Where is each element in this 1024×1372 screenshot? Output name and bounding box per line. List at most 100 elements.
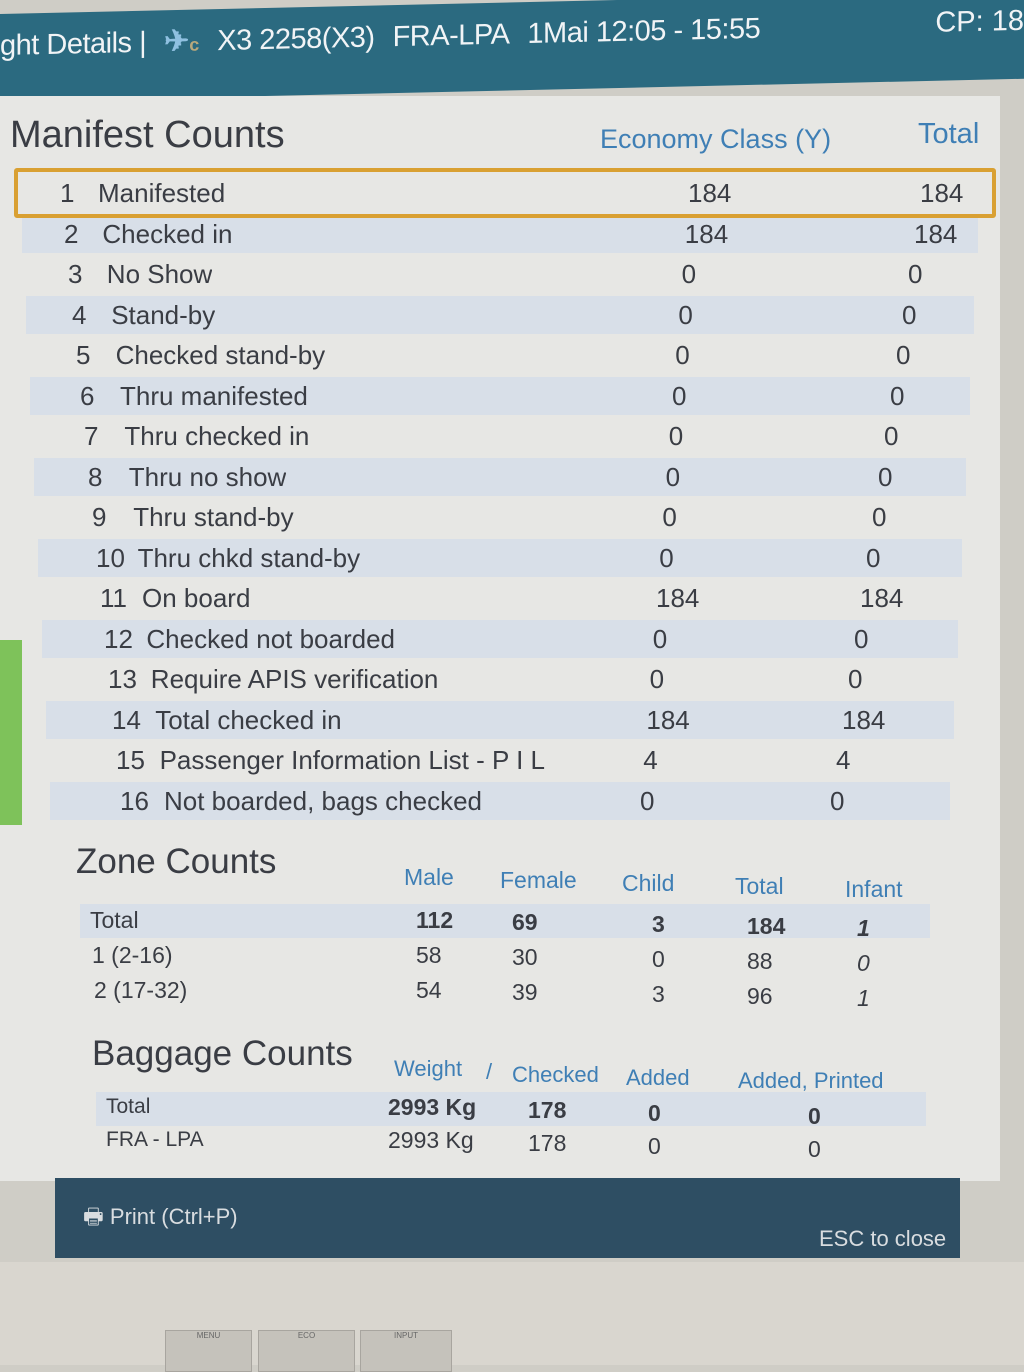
monitor-menu-button[interactable]: MENU: [165, 1330, 252, 1372]
economy-value: 184: [684, 218, 729, 249]
manifest-row[interactable]: 10 Thru chkd stand-by 0 0: [38, 538, 962, 577]
total-value: 0: [878, 461, 893, 492]
manifest-row[interactable]: 11 On board 184 184: [40, 579, 960, 617]
baggage-counts-title: Baggage Counts: [92, 1034, 353, 1073]
airline-logo-icon: ✈c: [164, 24, 200, 59]
zone-value: 1: [857, 915, 870, 941]
zone-value: 184: [747, 913, 786, 939]
economy-value: 0: [640, 785, 655, 816]
manifest-row[interactable]: 14 Total checked in 184 184: [46, 700, 954, 739]
zone-value: 69: [512, 909, 538, 935]
esc-close-button[interactable]: ESC to close: [819, 1226, 947, 1251]
manifest-row[interactable]: 8 Thru no show 0 0: [34, 457, 966, 496]
manifest-row[interactable]: 1 Manifested 184 184: [20, 174, 980, 212]
route: FRA-LPA: [392, 18, 510, 54]
baggage-value: 178: [528, 1097, 567, 1123]
row-label: Stand-by: [111, 299, 216, 330]
zone-row: 2 (17-32) 54 39 3 96 1: [80, 974, 930, 1011]
row-label: Checked not boarded: [146, 623, 396, 654]
manifest-row[interactable]: 15 Passenger Information List - P I L 4 4: [48, 741, 952, 779]
monitor-eco-button[interactable]: ECO: [258, 1330, 355, 1372]
manifest-counts-title: Manifest Counts: [10, 114, 285, 156]
row-number: 12: [104, 623, 133, 654]
economy-value: 0: [668, 421, 684, 451]
total-value: 0: [830, 785, 845, 816]
zone-value: 112: [416, 907, 454, 933]
manifest-row[interactable]: 2 Checked in 184 184: [22, 214, 978, 253]
zone-header-total: Total: [735, 873, 784, 899]
baggage-value: 0: [808, 1136, 821, 1162]
economy-value: 0: [681, 259, 697, 289]
manifest-row[interactable]: 16 Not boarded, bags checked 0 0: [50, 781, 950, 820]
baggage-label: FRA - LPA: [106, 1128, 204, 1151]
total-value: 184: [920, 178, 964, 208]
total-value: 0: [890, 380, 905, 411]
row-label: Thru chkd stand-by: [137, 542, 361, 573]
row-number: 3: [68, 259, 83, 289]
row-label: Thru no show: [128, 461, 287, 492]
zone-value: 39: [512, 979, 538, 1005]
baggage-value: 2993 Kg: [388, 1127, 474, 1153]
total-value: 0: [908, 259, 923, 289]
flight-number: X3 2258(X3): [217, 21, 375, 58]
total-value: 0: [872, 502, 887, 532]
total-value: 184: [914, 218, 958, 249]
row-label: Checked in: [102, 218, 233, 249]
row-label: Thru checked in: [124, 421, 310, 451]
manifest-row[interactable]: 7 Thru checked in 0 0: [32, 417, 968, 455]
manifest-row[interactable]: 13 Require APIS verification 0 0: [44, 660, 956, 698]
total-value: 0: [902, 299, 917, 330]
manifest-row[interactable]: 3 No Show 0 0: [24, 255, 976, 293]
row-number: 1: [60, 178, 75, 208]
row-label: No Show: [106, 259, 213, 289]
row-number: 15: [116, 745, 145, 775]
row-label: Thru manifested: [120, 380, 308, 411]
baggage-header: Added, Printed: [738, 1068, 884, 1093]
baggage-header: /: [486, 1059, 493, 1084]
zone-value: 1: [857, 985, 870, 1011]
row-number: 5: [76, 340, 91, 370]
total-value: 0: [884, 421, 899, 451]
zone-value: 0: [652, 946, 665, 972]
date-time: 1Mai 12:05 - 15:55: [527, 12, 761, 51]
baggage-value: 0: [648, 1133, 661, 1159]
row-label: Total checked in: [155, 704, 342, 735]
zone-value: 96: [747, 983, 773, 1009]
economy-value: 0: [649, 664, 665, 694]
manifest-row[interactable]: 9 Thru stand-by 0 0: [36, 498, 964, 536]
economy-value: 4: [643, 745, 658, 775]
zone-value: 88: [747, 948, 773, 974]
row-number: 7: [84, 421, 99, 451]
zone-label: Total: [90, 907, 139, 933]
economy-value: 184: [688, 178, 732, 208]
baggage-value: 0: [648, 1100, 661, 1126]
title-bar: ght Details | ✈c X3 2258(X3) FRA-LPA 1Ma…: [0, 0, 1024, 102]
economy-class-header: Economy Class (Y): [600, 124, 832, 154]
monitor-input-button[interactable]: INPUT: [360, 1330, 452, 1372]
row-number: 9: [92, 502, 107, 532]
print-button[interactable]: 🖶 Print (Ctrl+P): [83, 1204, 238, 1229]
manifest-row[interactable]: 5 Checked stand-by 0 0: [28, 336, 972, 374]
zone-header-infant: Infant: [845, 876, 903, 902]
row-number: 2: [64, 218, 79, 249]
manifest-row[interactable]: 12 Checked not boarded 0 0: [42, 619, 958, 658]
economy-value: 0: [678, 299, 693, 330]
side-indicator: [0, 640, 22, 825]
monitor-bezel: [0, 1262, 1024, 1365]
manifest-row[interactable]: 4 Stand-by 0 0: [26, 295, 974, 334]
zone-value: 30: [512, 944, 538, 970]
manifest-row[interactable]: 6 Thru manifested 0 0: [30, 376, 970, 415]
row-label: Not boarded, bags checked: [164, 785, 482, 816]
row-number: 13: [108, 664, 137, 694]
selected-row-highlight: [14, 168, 996, 218]
economy-value: 0: [665, 461, 681, 492]
zone-counts-title: Zone Counts: [76, 842, 277, 881]
total-value: 184: [842, 704, 886, 735]
row-number: 6: [80, 380, 95, 411]
print-label: Print (Ctrl+P): [109, 1204, 238, 1229]
zone-value: 58: [416, 942, 442, 968]
zone-value: 0: [857, 950, 870, 976]
baggage-label: Total: [106, 1095, 151, 1118]
row-label: Checked stand-by: [115, 340, 326, 370]
total-value: 0: [854, 623, 869, 654]
